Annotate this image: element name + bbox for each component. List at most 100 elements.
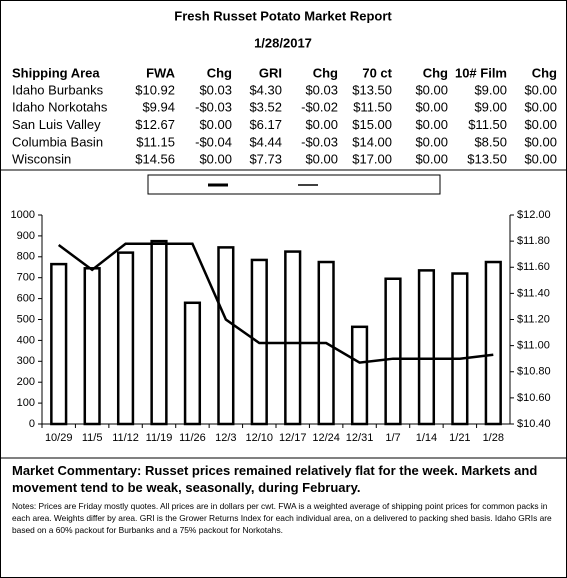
table-cell: $0.00	[415, 100, 448, 115]
y2-tick-label: $11.20	[517, 313, 550, 325]
y2-tick-label: $10.80	[517, 366, 551, 378]
y-tick-label: 100	[17, 397, 35, 409]
x-tick-label: 12/24	[312, 432, 340, 444]
table-cell: $15.00	[352, 117, 392, 132]
table-cell: $0.00	[415, 134, 448, 149]
column-header: Shipping Area	[12, 65, 100, 80]
table-cell: $9.00	[474, 100, 507, 115]
table-cell: $8.50	[474, 134, 507, 149]
bar	[217, 246, 235, 426]
table-cell: $13.50	[467, 152, 507, 167]
x-tick-label: 1/14	[416, 432, 437, 444]
table-cell: $3.52	[249, 100, 282, 115]
y2-tick-label: $10.40	[517, 418, 551, 430]
table-cell: $0.00	[415, 152, 448, 167]
date: 1/28/2017	[254, 35, 312, 50]
table-cell: $0.00	[199, 152, 232, 167]
bar	[284, 250, 302, 426]
y-tick-label: 300	[17, 355, 35, 367]
commentary-main: Market Commentary: Russet prices remaine…	[12, 462, 560, 496]
y-tick-label: 600	[17, 293, 35, 305]
y-tick-label: 700	[17, 272, 35, 284]
table-cell: -$0.03	[195, 100, 232, 115]
table-cell: $0.00	[305, 152, 338, 167]
y2-tick-label: $11.60	[517, 261, 550, 273]
table-cell: $6.17	[249, 117, 282, 132]
table-cell: $14.56	[135, 152, 175, 167]
column-header: Chg	[313, 65, 338, 80]
table-cell: $17.00	[352, 152, 392, 167]
y2-tick-label: $12.00	[517, 209, 551, 221]
x-tick-label: 11/5	[82, 432, 103, 444]
table-cell: $0.03	[199, 82, 232, 97]
table-cell: $0.00	[524, 134, 557, 149]
x-tick-label: 12/31	[346, 432, 374, 444]
x-tick-label: 10/29	[45, 432, 73, 444]
bar	[350, 325, 369, 426]
x-tick-label: 11/26	[179, 432, 206, 444]
table-cell: -$0.04	[195, 134, 232, 149]
x-tick-label: 1/7	[385, 432, 400, 444]
row-label: San Luis Valley	[12, 117, 101, 132]
row-label: Idaho Norkotahs	[12, 100, 108, 115]
table-cell: $0.00	[524, 82, 557, 97]
bar	[150, 239, 168, 426]
column-header: GRI	[259, 65, 282, 80]
column-header: Chg	[532, 65, 557, 80]
table-cell: $0.00	[305, 117, 338, 132]
bar	[183, 301, 202, 426]
title: Fresh Russet Potato Market Report	[174, 8, 392, 23]
table-cell: $11.50	[468, 117, 507, 132]
table-cell: $7.73	[249, 152, 282, 167]
y2-tick-label: $11.80	[517, 235, 550, 247]
x-tick-label: 11/19	[146, 432, 173, 444]
table-cell: $11.50	[353, 100, 392, 115]
table-cell: $0.03	[305, 82, 338, 97]
y-tick-label: 0	[29, 418, 35, 430]
table-cell: $9.94	[142, 100, 175, 115]
y-tick-label: 900	[17, 230, 35, 242]
column-header: 70 ct	[362, 65, 392, 80]
table-cell: $12.67	[135, 117, 175, 132]
commentary-title: Market Commentary:	[12, 463, 142, 478]
y2-tick-label: $10.60	[517, 392, 551, 404]
table-cell: $9.00	[474, 82, 507, 97]
y2-tick-label: $11.40	[517, 287, 550, 299]
bar	[451, 272, 469, 426]
x-tick-label: 11/12	[112, 432, 139, 444]
x-tick-label: 12/17	[279, 432, 307, 444]
bar	[50, 262, 68, 426]
y-tick-label: 200	[17, 376, 35, 388]
table-cell: -$0.03	[301, 134, 338, 149]
row-label: Wisconsin	[12, 152, 71, 167]
line	[57, 242, 494, 364]
x-tick-label: 1/28	[483, 432, 504, 444]
table-cell: $14.00	[352, 134, 392, 149]
table-cell: $0.00	[415, 82, 448, 97]
column-header: Chg	[207, 65, 232, 80]
table-cell: $11.15	[136, 134, 175, 149]
table-cell: $0.00	[524, 100, 557, 115]
y-tick-label: 500	[17, 313, 35, 325]
y-tick-label: 400	[17, 334, 35, 346]
column-header: Chg	[423, 65, 448, 80]
commentary: Market Commentary: Russet prices remaine…	[12, 462, 560, 536]
x-tick-label: 12/3	[215, 432, 236, 444]
table-cell: $0.00	[524, 152, 557, 167]
column-header: 10# Film	[455, 65, 507, 80]
y2-tick-label: $11.00	[517, 340, 550, 352]
table-cell: $13.50	[352, 82, 392, 97]
bar	[116, 251, 135, 426]
notes: Notes: Prices are Friday mostly quotes. …	[12, 501, 552, 535]
bar	[484, 260, 502, 426]
table-cell: $10.92	[135, 82, 175, 97]
x-tick-label: 1/21	[449, 432, 470, 444]
commentary-text: Russet prices remained relatively flat f…	[12, 463, 538, 495]
table-cell: $4.44	[249, 134, 282, 149]
y-tick-label: 1000	[11, 209, 35, 221]
column-header: FWA	[146, 65, 175, 80]
table-cell: -$0.02	[301, 100, 338, 115]
bar	[384, 277, 402, 426]
